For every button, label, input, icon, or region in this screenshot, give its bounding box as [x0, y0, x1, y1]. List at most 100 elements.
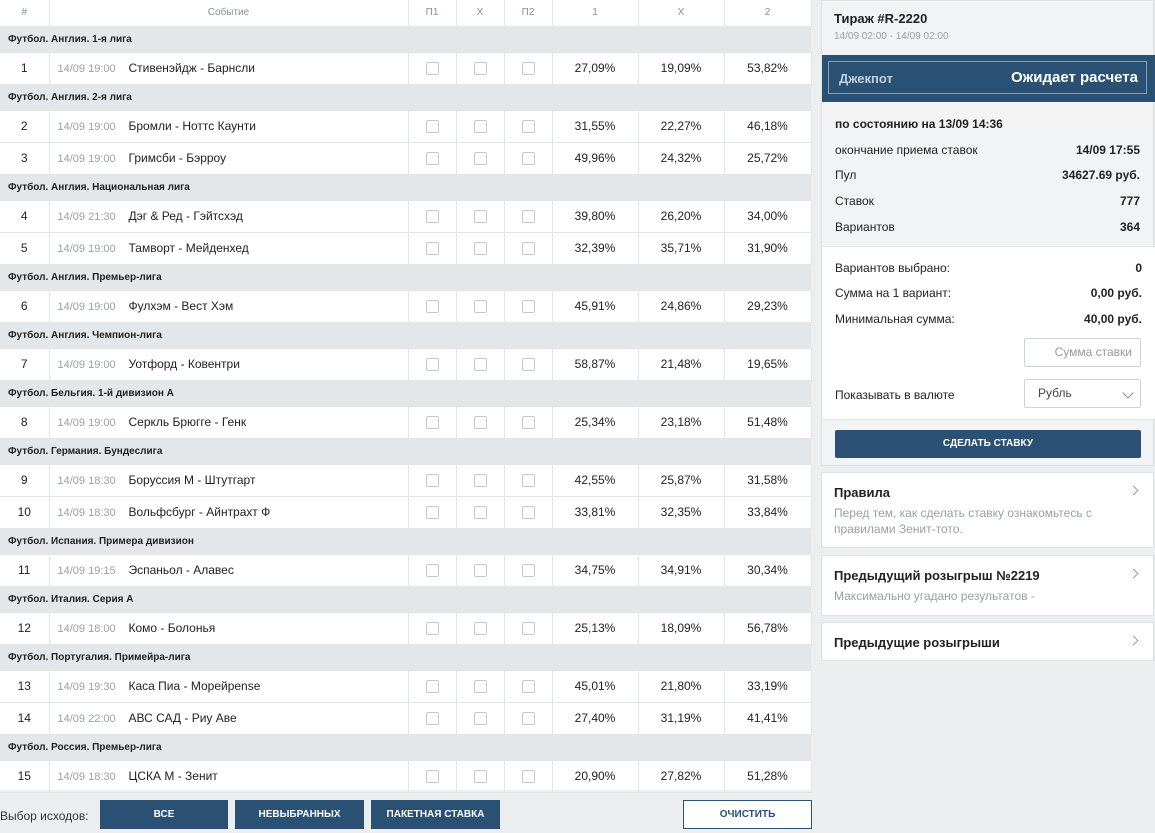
- outcome-x-checkbox[interactable]: [473, 120, 487, 134]
- info-row-value: 14/09 17:55: [1075, 143, 1140, 157]
- jackpot-status: Ожидает расчета: [1010, 69, 1138, 86]
- outcome-x-checkbox[interactable]: [473, 300, 487, 314]
- outcome-x-checkbox[interactable]: [473, 416, 487, 430]
- outcome-p1-checkbox[interactable]: [425, 358, 439, 372]
- outcome-x-cell: [456, 702, 505, 735]
- selection-value: 40,00 руб.: [1084, 312, 1142, 326]
- outcome-p1-checkbox[interactable]: [425, 210, 439, 224]
- outcome-selection-bar: Выбор исходов: ВСЕ НЕВЫБРАННЫХ ПАКЕТНАЯ …: [0, 800, 812, 832]
- outcome-p1-checkbox[interactable]: [425, 62, 439, 76]
- select-unselected-button[interactable]: НЕВЫБРАННЫХ: [235, 800, 364, 829]
- outcome-p1-checkbox[interactable]: [425, 120, 439, 134]
- outcome-x-checkbox[interactable]: [473, 474, 487, 488]
- percent-2: 31,58%: [724, 464, 812, 497]
- outcome-p2-checkbox[interactable]: [521, 358, 535, 372]
- outcome-p2-cell: [504, 200, 553, 233]
- outcome-x-checkbox[interactable]: [473, 152, 487, 166]
- outcome-p2-checkbox[interactable]: [521, 210, 535, 224]
- event-number: 6: [0, 290, 50, 323]
- outcome-p2-checkbox[interactable]: [521, 564, 535, 578]
- league-row: Футбол. Бельгия. 1-й дивизион А: [0, 380, 811, 407]
- outcome-p2-checkbox[interactable]: [521, 474, 535, 488]
- outcome-p2-checkbox[interactable]: [521, 680, 535, 694]
- percent-2: 33,84%: [724, 496, 812, 529]
- currency-select[interactable]: Рубль: [1024, 379, 1141, 408]
- percent-x: 24,32%: [638, 142, 725, 175]
- previous-draws-card[interactable]: Предыдущие розыгрыши: [821, 622, 1154, 661]
- outcome-p1-checkbox[interactable]: [425, 680, 439, 694]
- percent-2: 34,00%: [724, 200, 812, 233]
- selection-row-min-sum: Минимальная сумма: 40,00 руб.: [835, 312, 1142, 326]
- event-number: 5: [0, 232, 50, 265]
- outcome-p2-checkbox[interactable]: [521, 416, 535, 430]
- outcome-p1-checkbox[interactable]: [425, 242, 439, 256]
- percent-2: 33,19%: [724, 670, 812, 703]
- outcome-p1-checkbox[interactable]: [425, 770, 439, 784]
- event-row: 9 14/09 18:30 Боруссия М - Штутгарт 42,55% 2…: [0, 464, 812, 497]
- percent-2: 41,41%: [724, 702, 812, 735]
- outcome-x-checkbox[interactable]: [473, 62, 487, 76]
- outcome-p2-checkbox[interactable]: [521, 506, 535, 520]
- outcome-p1-checkbox[interactable]: [425, 564, 439, 578]
- place-bet-button[interactable]: СДЕЛАТЬ СТАВКУ: [835, 430, 1141, 458]
- header-pct-x: Х: [638, 0, 725, 27]
- select-all-button[interactable]: ВСЕ: [100, 800, 228, 829]
- outcome-x-cell: [456, 52, 505, 85]
- outcome-p1-checkbox[interactable]: [425, 506, 439, 520]
- outcome-p1-cell: [408, 464, 457, 497]
- outcome-p1-checkbox[interactable]: [425, 622, 439, 636]
- info-row-pool: Пул 34627.69 руб.: [835, 168, 1140, 182]
- outcome-p1-checkbox[interactable]: [425, 300, 439, 314]
- league-row: Футбол. Англия. Премьер-лига: [0, 264, 811, 291]
- outcome-x-checkbox[interactable]: [473, 770, 487, 784]
- outcome-x-checkbox[interactable]: [473, 242, 487, 256]
- outcome-p2-cell: [504, 142, 553, 175]
- outcome-p2-checkbox[interactable]: [521, 622, 535, 636]
- outcome-p2-checkbox[interactable]: [521, 242, 535, 256]
- outcome-x-checkbox[interactable]: [473, 358, 487, 372]
- event-name: Стивенэйдж - Барнсли: [128, 61, 255, 75]
- event-name: Комо - Болонья: [128, 621, 216, 635]
- event-row: 3 14/09 19:00 Гримсби - Бэрроу 49,96% 24,32%…: [0, 142, 812, 175]
- outcome-p1-cell: [408, 290, 457, 323]
- event-name: Фулхэм - Вест Хэм: [128, 299, 234, 313]
- package-bet-button[interactable]: ПАКЕТНАЯ СТАВКА: [371, 800, 500, 829]
- outcome-p1-checkbox[interactable]: [425, 474, 439, 488]
- header-number: #: [0, 0, 50, 27]
- outcome-p1-checkbox[interactable]: [425, 152, 439, 166]
- outcome-x-checkbox[interactable]: [473, 506, 487, 520]
- outcome-p2-checkbox[interactable]: [521, 62, 535, 76]
- chevron-right-icon: [1128, 485, 1139, 496]
- event-row: 8 14/09 19:00 Серкль Брюгге - Генк 25,34% 23…: [0, 406, 812, 439]
- outcome-p2-checkbox[interactable]: [521, 770, 535, 784]
- info-row-label: Вариантов: [835, 220, 895, 234]
- event-cell: 14/09 22:00 АВС САД - Риу Аве: [49, 702, 409, 735]
- outcome-p1-checkbox[interactable]: [425, 712, 439, 726]
- percent-1: 25,34%: [552, 406, 639, 439]
- percent-2: 53,82%: [724, 52, 812, 85]
- outcome-x-checkbox[interactable]: [473, 564, 487, 578]
- outcome-x-cell: [456, 464, 505, 497]
- info-row-value: 34627.69 руб.: [1062, 168, 1140, 182]
- league-row: Футбол. Англия. 2-я лига: [0, 84, 811, 111]
- clear-button[interactable]: ОЧИСТИТЬ: [683, 800, 812, 829]
- outcome-x-checkbox[interactable]: [473, 680, 487, 694]
- outcome-x-checkbox[interactable]: [473, 622, 487, 636]
- outcome-p1-cell: [408, 612, 457, 645]
- previous-draw-card[interactable]: Предыдущий розыгрыш №2219 Максимально уг…: [821, 555, 1154, 616]
- event-cell: 14/09 18:30 Боруссия М - Штутгарт: [49, 464, 409, 497]
- outcome-p1-checkbox[interactable]: [425, 416, 439, 430]
- outcome-p2-checkbox[interactable]: [521, 120, 535, 134]
- rules-card[interactable]: Правила Перед тем, как сделать ставку оз…: [821, 472, 1154, 548]
- outcome-x-checkbox[interactable]: [473, 712, 487, 726]
- percent-x: 18,09%: [638, 612, 725, 645]
- stake-amount-input[interactable]: Сумма ставки: [1024, 338, 1141, 367]
- event-cell: 14/09 19:00 Бромли - Ноттс Каунти: [49, 110, 409, 143]
- outcome-x-checkbox[interactable]: [473, 210, 487, 224]
- outcome-p2-checkbox[interactable]: [521, 712, 535, 726]
- percent-1: 42,55%: [552, 464, 639, 497]
- percent-2: 51,28%: [724, 760, 812, 793]
- outcome-p2-checkbox[interactable]: [521, 152, 535, 166]
- outcome-p2-checkbox[interactable]: [521, 300, 535, 314]
- selection-value: 0,00 руб.: [1090, 286, 1142, 300]
